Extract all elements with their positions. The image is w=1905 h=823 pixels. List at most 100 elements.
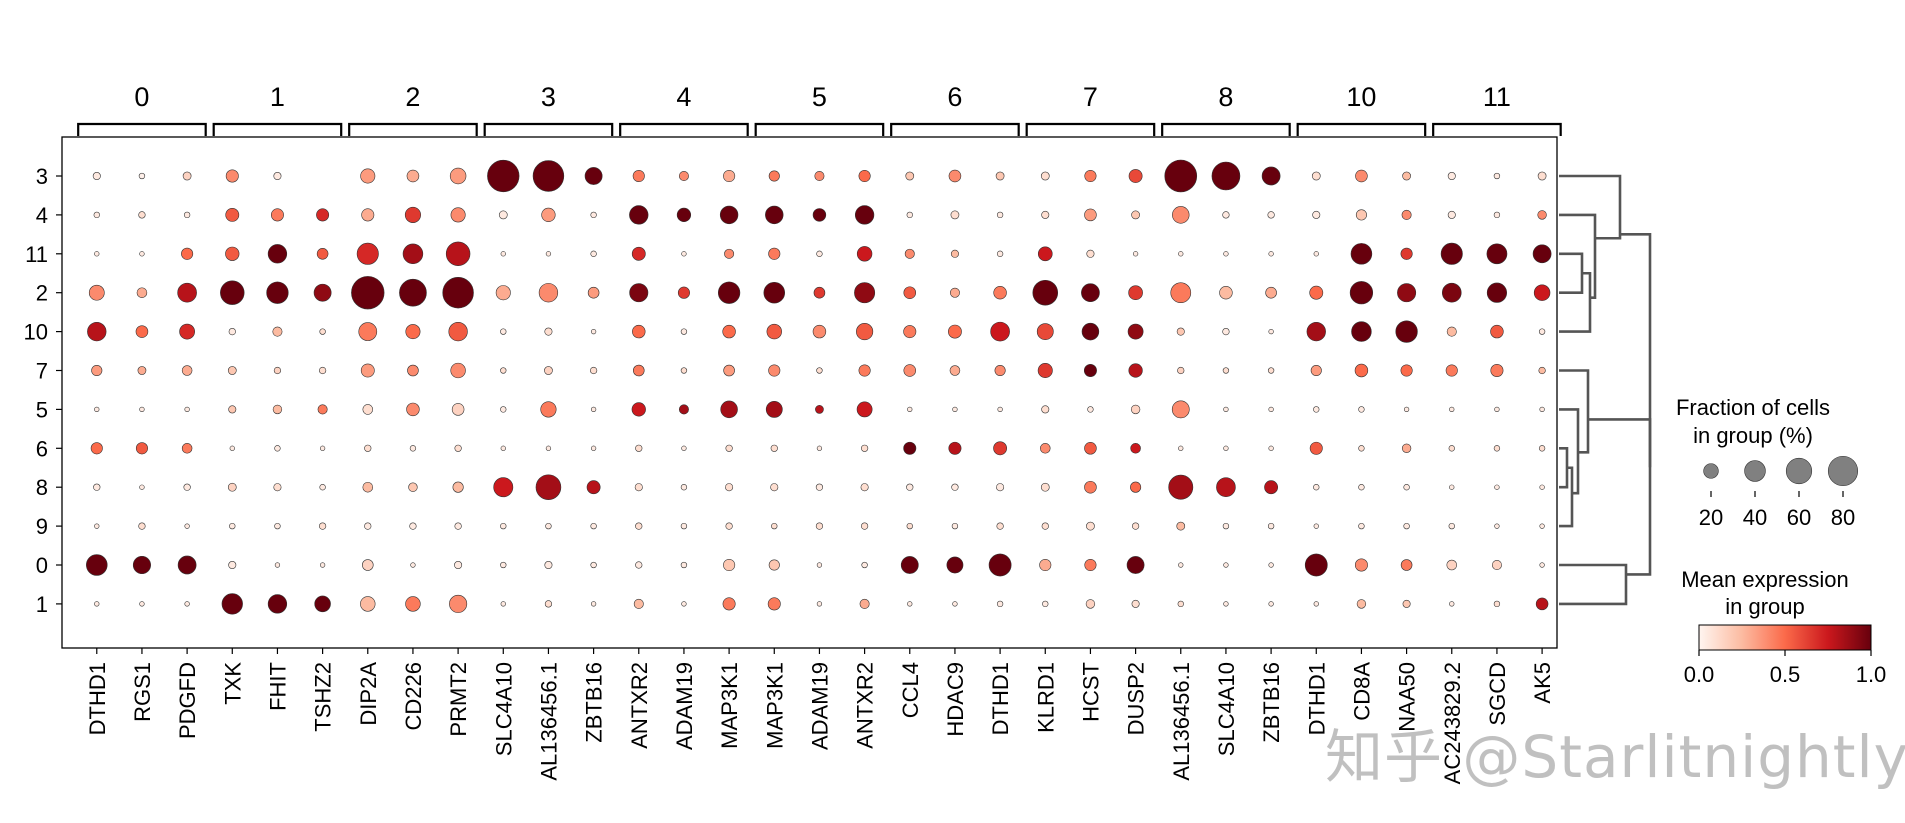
dot (632, 324, 646, 339)
dot (1447, 172, 1456, 180)
dot (1084, 442, 1097, 455)
dot (590, 406, 597, 413)
dot (1223, 445, 1229, 451)
group-bracket (1296, 122, 1427, 136)
group-label: 3 (541, 82, 556, 112)
dot (860, 483, 869, 492)
size-legend-dot (1827, 455, 1859, 487)
dot (1355, 209, 1367, 221)
dot (1313, 601, 1319, 607)
dot (1351, 321, 1372, 342)
dot (1313, 251, 1319, 257)
dot (1128, 363, 1143, 378)
dot (90, 442, 103, 455)
gene-tick-label: ANTXR2 (853, 662, 878, 749)
row-tick-label: 10 (24, 320, 48, 345)
dot (319, 522, 327, 530)
dot (680, 522, 688, 530)
dot (590, 445, 597, 451)
dot (181, 365, 193, 376)
dot (767, 597, 781, 611)
row-tick-label: 5 (36, 397, 48, 422)
dot (1538, 445, 1546, 452)
dot (996, 483, 1005, 492)
dot (407, 364, 419, 377)
dot (1223, 406, 1229, 413)
dot (408, 482, 418, 492)
dot (1130, 443, 1141, 454)
dot (681, 445, 687, 451)
dot (590, 522, 597, 530)
dot (993, 441, 1008, 456)
row-tick-label: 0 (36, 553, 48, 578)
dot (988, 553, 1012, 577)
dendrogram-branch (1559, 447, 1569, 489)
gene-tick-label: TXK (220, 662, 245, 705)
dot (906, 483, 914, 491)
dot (590, 328, 597, 335)
dot (228, 561, 237, 569)
dot (725, 483, 734, 492)
dot (138, 211, 146, 219)
dot (719, 205, 739, 225)
dot (765, 401, 783, 418)
dendrogram-branch (1559, 271, 1592, 333)
dot (765, 205, 784, 225)
dot (535, 474, 562, 500)
dot (442, 277, 474, 309)
dot (139, 251, 145, 257)
dot (1358, 522, 1365, 530)
dot (541, 207, 556, 223)
dot (1537, 171, 1547, 181)
dot (768, 364, 781, 377)
dot (135, 325, 149, 338)
gene-tick-label: AL136456.1 (1169, 662, 1194, 781)
dot (1403, 406, 1410, 413)
dot (267, 594, 288, 614)
dot (1400, 364, 1413, 377)
dot (227, 482, 237, 492)
dot (1041, 522, 1049, 530)
size-legend-tick-label: 20 (1699, 505, 1723, 530)
gene-tick-label: MAP3K1 (762, 662, 787, 749)
dot (93, 483, 101, 491)
dot (813, 286, 826, 299)
color-legend-tick-label: 0.5 (1770, 662, 1801, 687)
dot (1168, 474, 1194, 500)
dot (136, 287, 148, 298)
dot (720, 400, 738, 419)
dot (1491, 560, 1502, 570)
dot (445, 241, 471, 266)
dot (856, 323, 874, 341)
dot (139, 484, 145, 490)
dot (267, 244, 288, 264)
dot (406, 402, 420, 417)
dot (139, 406, 145, 413)
dot (1164, 159, 1198, 193)
dot (725, 444, 733, 452)
dot (358, 322, 378, 341)
dot (990, 321, 1010, 342)
dot (812, 324, 827, 339)
dot (1401, 209, 1412, 220)
dot (1358, 406, 1365, 413)
dot (996, 600, 1004, 608)
dot (1268, 406, 1274, 413)
dot (770, 483, 779, 492)
dot (722, 597, 736, 611)
dot (1349, 281, 1374, 305)
dendrogram-branch (1559, 408, 1580, 495)
size-legend-dot (1703, 463, 1719, 479)
gene-tick-label: FHIT (265, 662, 290, 711)
dot (861, 444, 869, 452)
dendrogram-branch (1559, 369, 1590, 454)
dot (1040, 443, 1051, 454)
dot (409, 522, 417, 530)
dot (1178, 445, 1184, 451)
gene-tick-label: DTHD1 (988, 662, 1013, 735)
dot (1084, 480, 1097, 494)
dot (680, 328, 688, 335)
dot (1441, 282, 1462, 303)
dot (319, 445, 326, 451)
